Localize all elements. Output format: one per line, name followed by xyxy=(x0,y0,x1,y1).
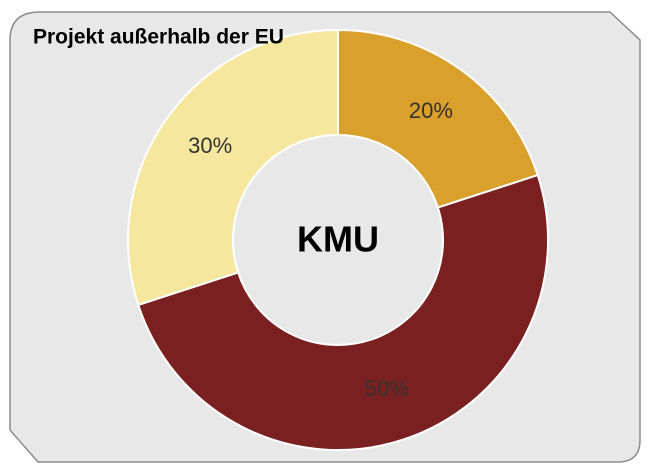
value-label: 30% xyxy=(188,133,232,158)
center-label: KMU xyxy=(297,219,379,260)
slices xyxy=(127,28,549,451)
chart-title: Projekt außerhalb der EU xyxy=(33,26,284,49)
value-label: 50% xyxy=(365,376,409,401)
slice xyxy=(127,28,339,307)
slice xyxy=(337,28,539,209)
slice xyxy=(137,173,549,451)
value-label: 20% xyxy=(409,98,453,123)
